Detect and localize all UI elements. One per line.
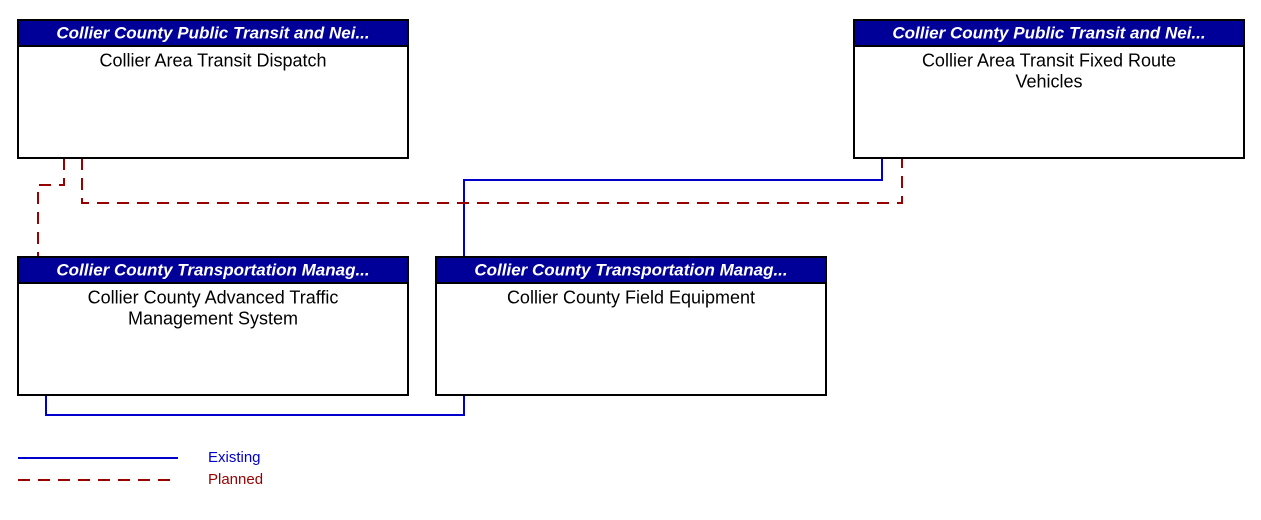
node-header-text: Collier County Public Transit and Nei... bbox=[892, 24, 1205, 43]
node-n2[interactable]: Collier County Public Transit and Nei...… bbox=[854, 20, 1244, 158]
legend-label-existing: Existing bbox=[208, 449, 261, 466]
edge-e_n3_n4_existing bbox=[46, 395, 464, 415]
node-n1[interactable]: Collier County Public Transit and Nei...… bbox=[18, 20, 408, 158]
node-body-text: Management System bbox=[128, 309, 298, 329]
node-header-text: Collier County Transportation Manag... bbox=[474, 261, 787, 280]
edge-e_n2_n4_existing bbox=[464, 158, 882, 257]
node-body-text: Collier County Advanced Traffic bbox=[88, 287, 339, 307]
node-header-text: Collier County Transportation Manag... bbox=[56, 261, 369, 280]
node-header-text: Collier County Public Transit and Nei... bbox=[56, 24, 369, 43]
edge-e_n1_n3_planned bbox=[38, 158, 64, 257]
legend: Existing Planned bbox=[18, 449, 263, 488]
node-body-text: Collier Area Transit Fixed Route bbox=[922, 50, 1176, 70]
node-n3[interactable]: Collier County Transportation Manag... Co… bbox=[18, 257, 408, 395]
node-body-text: Collier County Field Equipment bbox=[507, 287, 755, 307]
architecture-diagram: Collier County Public Transit and Nei...… bbox=[0, 0, 1261, 520]
node-n4[interactable]: Collier County Transportation Manag... Co… bbox=[436, 257, 826, 395]
nodes-layer: Collier County Public Transit and Nei...… bbox=[18, 20, 1244, 395]
legend-label-planned: Planned bbox=[208, 471, 263, 488]
node-body-text: Collier Area Transit Dispatch bbox=[99, 50, 326, 70]
node-body-text: Vehicles bbox=[1015, 72, 1082, 92]
